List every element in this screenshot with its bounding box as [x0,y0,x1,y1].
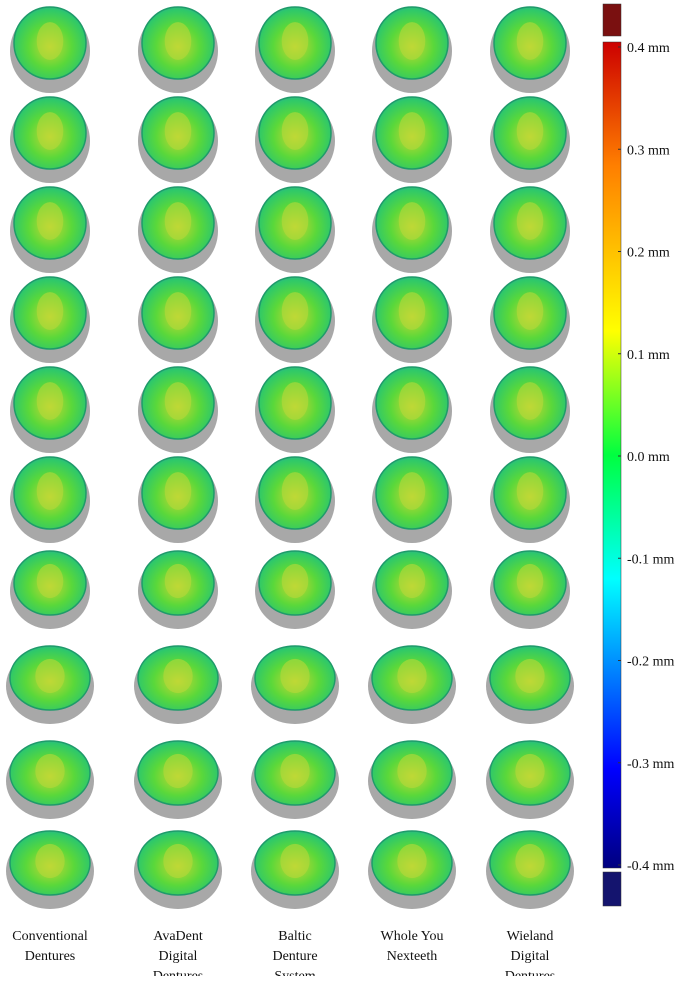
denture-center [281,22,309,60]
denture-center [516,22,544,60]
colorbar [602,41,622,869]
column-label: Denture [272,949,317,964]
denture-center [516,563,544,599]
column-label: Dentures [505,969,556,976]
denture-center [164,292,192,330]
denture-center [164,472,192,510]
colorbar-tick-label: -0.2 mm [627,655,675,670]
denture-center [398,563,426,599]
colorbar-tick-label: 0.3 mm [627,143,670,158]
denture-center [398,382,426,420]
denture-center [398,472,426,510]
denture-center [281,112,309,150]
denture-center [36,292,64,330]
denture-center [163,658,193,694]
column-label: Digital [159,949,198,964]
denture-center [516,382,544,420]
denture-center [36,382,64,420]
denture-center [398,22,426,60]
denture-center [516,292,544,330]
denture-center [35,843,65,879]
denture-center [516,472,544,510]
denture-center [281,563,309,599]
colorbar-tick-label: -0.1 mm [627,552,675,567]
column-label: Wieland [507,929,554,944]
colorbar-tick-label: 0.0 mm [627,450,670,465]
denture-center [397,753,427,789]
colorbar-tick-label: -0.3 mm [627,757,675,772]
denture-center [164,112,192,150]
column-label: Digital [511,949,550,964]
denture-center [398,292,426,330]
denture-center [398,112,426,150]
denture-center [36,563,64,599]
over-range-swatch [602,3,622,37]
denture-center [280,658,310,694]
denture-center [36,202,64,240]
column-label: Nexteeth [387,949,438,964]
denture-center [516,112,544,150]
denture-center [164,382,192,420]
denture-center [280,753,310,789]
under-range-swatch [602,871,622,907]
column-label: Conventional [12,929,88,944]
column-label: AvaDent [153,929,203,944]
denture-center [281,382,309,420]
colorbar-tick-label: 0.1 mm [627,348,670,363]
denture-center [35,753,65,789]
denture-center [164,22,192,60]
denture-center [35,658,65,694]
colorbar-tick-label: 0.4 mm [627,41,670,56]
denture-center [281,472,309,510]
colorbar-tick-label: -0.4 mm [627,859,675,874]
denture-center [515,753,545,789]
denture-center [281,202,309,240]
denture-center [397,658,427,694]
denture-center [164,202,192,240]
denture-center [397,843,427,879]
column-label: Baltic [278,929,311,944]
column-label: Dentures [25,949,76,964]
denture-center [164,563,192,599]
column-label: System [274,969,315,976]
denture-center [281,292,309,330]
denture-center [36,112,64,150]
denture-center [163,843,193,879]
column-label: Whole You [380,929,443,944]
denture-center [36,22,64,60]
colorbar-tick-label: 0.2 mm [627,246,670,261]
denture-center [516,202,544,240]
denture-center [515,658,545,694]
denture-center [398,202,426,240]
denture-center [515,843,545,879]
column-label: Dentures [153,969,204,976]
denture-center [280,843,310,879]
denture-center [36,472,64,510]
denture-center [163,753,193,789]
